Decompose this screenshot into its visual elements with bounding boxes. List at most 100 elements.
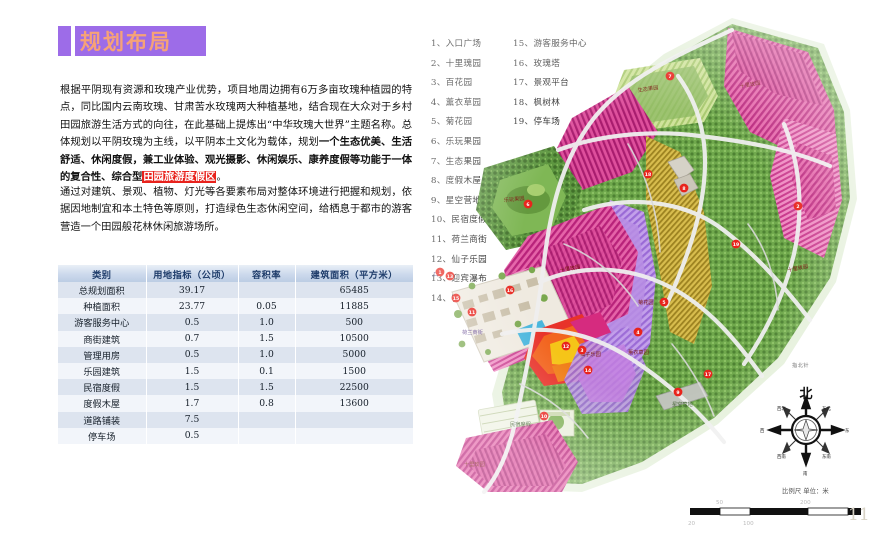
table-row: 种植面积 23.77 0.05 11885	[58, 298, 413, 315]
svg-text:15: 15	[453, 296, 459, 302]
table-cell-value	[295, 411, 413, 428]
compass-east-label: 东	[845, 427, 850, 434]
table-row: 乐园建筑 1.5 0.1 1500	[58, 362, 413, 380]
table-cell-value	[238, 427, 296, 444]
svg-text:18: 18	[645, 172, 651, 178]
table-cell-value: 1.5	[238, 330, 296, 347]
svg-text:8: 8	[682, 186, 685, 192]
compass-southeast-label: 东南	[822, 453, 831, 460]
scale-tick: 200	[800, 500, 811, 506]
svg-text:11: 11	[469, 310, 475, 316]
scale-bar: 20 50 100 200	[688, 494, 863, 528]
scale-tick: 20	[688, 521, 696, 527]
table-cell-value: 0.5	[146, 314, 239, 331]
table-cell-value: 7.5	[146, 411, 239, 428]
table-cell-value: 22500	[295, 379, 413, 396]
table-cell-category: 民宿度假	[58, 379, 147, 396]
table-cell-category: 停车场	[58, 427, 147, 444]
svg-text:2: 2	[796, 204, 799, 210]
table-cell-value: 1.0	[238, 346, 296, 363]
table-row: 游客服务中心 0.5 1.0 500	[58, 314, 413, 331]
map-label: 十里玫园	[464, 460, 485, 468]
table-cell-value: 0.5	[146, 346, 239, 363]
svg-text:19: 19	[733, 242, 739, 248]
table-row: 道路铺装 7.5	[58, 411, 413, 428]
scale-bar-label: 比例尺 单位：米	[782, 487, 829, 495]
table-cell-category: 总规划面积	[58, 282, 147, 299]
table-cell-value: 65485	[295, 282, 413, 299]
table-header-landarea: 用地指标（公顷）	[146, 265, 239, 282]
table-cell-category: 游客服务中心	[58, 314, 147, 331]
table-cell-value: 10500	[295, 330, 413, 347]
svg-text:9: 9	[676, 390, 679, 396]
table-cell-value	[238, 282, 296, 299]
compass-rose-icon: 北 西北 东北 西南 东南 西 东 南	[760, 387, 850, 477]
body-paragraph-2: 通过对建筑、景观、植物、灯光等各要素布局对整体环境进行把握和规划，依据因地制宜和…	[60, 186, 412, 233]
map-label: 民宿度假	[510, 420, 532, 428]
table-row: 管理用房 0.5 1.0 5000	[58, 346, 413, 363]
table-header-row: 类别 用地指标（公顷） 容积率 建筑面积（平方米）	[58, 265, 413, 282]
table-cell-category: 商街建筑	[58, 330, 147, 347]
compass-northeast-label: 东北	[822, 405, 831, 412]
table-header-far: 容积率	[238, 265, 296, 282]
table-cell-value: 1.5	[238, 379, 296, 396]
svg-text:13: 13	[447, 274, 453, 280]
svg-text:7: 7	[668, 74, 671, 80]
table-cell-category: 种植面积	[58, 298, 147, 315]
compass-southwest-label: 西南	[777, 453, 786, 460]
table-cell-value: 0.8	[238, 395, 296, 412]
svg-text:17: 17	[705, 372, 711, 378]
table-cell-value: 1500	[295, 362, 413, 380]
table-cell-value: 500	[295, 314, 413, 331]
table-header-category: 类别	[58, 265, 147, 282]
table-body: 总规划面积 39.17 65485 种植面积 23.77 0.05 11885 游客服务中心 0…	[58, 282, 413, 444]
table-cell-value: 23.77	[146, 298, 239, 315]
title-accent-square	[58, 26, 71, 56]
map-label: 薰衣草园	[628, 348, 649, 356]
table-cell-value: 39.17	[146, 282, 239, 299]
table-cell-value: 0.05	[238, 298, 296, 315]
svg-text:5: 5	[662, 300, 665, 306]
scale-tick: 50	[716, 500, 724, 506]
map-label: 荷兰商街	[462, 328, 483, 336]
svg-text:6: 6	[526, 202, 529, 208]
table-cell-value: 11885	[295, 298, 413, 315]
svg-text:10: 10	[541, 414, 547, 420]
table-cell-value: 1.7	[146, 395, 239, 412]
table-row: 总规划面积 39.17 65485	[58, 282, 413, 299]
table-cell-category: 道路铺装	[58, 411, 147, 428]
table-cell-value: 5000	[295, 346, 413, 363]
table-cell-value: 1.5	[146, 379, 239, 396]
compass-south-label: 南	[803, 470, 808, 477]
paragraph-1-emphasis: 一个生态优美、生活舒适、休闲度假，兼工业体验、观光摄影、休闲娱乐、康养度假等功能…	[60, 136, 413, 184]
svg-text:12: 12	[563, 344, 569, 350]
paragraph-1-tail: 。	[216, 171, 227, 184]
table-row: 停车场 0.5	[58, 427, 413, 444]
map-label: 菊花园	[638, 298, 654, 306]
table-cell-value	[238, 411, 296, 428]
table-cell-value: 1.5	[146, 362, 239, 380]
table-cell-category: 管理用房	[58, 346, 147, 363]
map-label: 星空营地	[672, 400, 693, 408]
table-cell-value: 1.0	[238, 314, 296, 331]
table-cell-category: 乐园建筑	[58, 362, 147, 380]
scale-tick: 100	[743, 521, 754, 527]
table-cell-category: 度假木屋	[58, 395, 147, 412]
svg-text:4: 4	[636, 330, 639, 336]
page-number: 11	[848, 505, 870, 525]
compass-caption: 指北针	[792, 363, 810, 369]
table-header-floorarea: 建筑面积（平方米）	[295, 265, 413, 282]
svg-text:3: 3	[580, 348, 583, 354]
page-title: 规划布局	[80, 30, 172, 54]
table-cell-value: 0.7	[146, 330, 239, 347]
compass-west-label: 西	[760, 428, 765, 434]
title-bar: 规划布局	[75, 26, 206, 56]
paragraph-1-plain: 根据平阴现有资源和玫瑰产业优势，项目地周边拥有6万多亩玫瑰种植园的特点，同比国内…	[60, 84, 412, 149]
table-row: 商街建筑 0.7 1.5 10500	[58, 330, 413, 347]
table-cell-value: 0.1	[238, 362, 296, 380]
page-title-banner: 规划布局	[58, 26, 206, 56]
planning-indicator-table: 类别 用地指标（公顷） 容积率 建筑面积（平方米） 总规划面积 39.17 6548…	[58, 265, 413, 444]
body-paragraph-1: 根据平阴现有资源和玫瑰产业优势，项目地周边拥有6万多亩玫瑰种植园的特点，同比国内…	[60, 82, 412, 186]
table-cell-value	[295, 427, 413, 444]
